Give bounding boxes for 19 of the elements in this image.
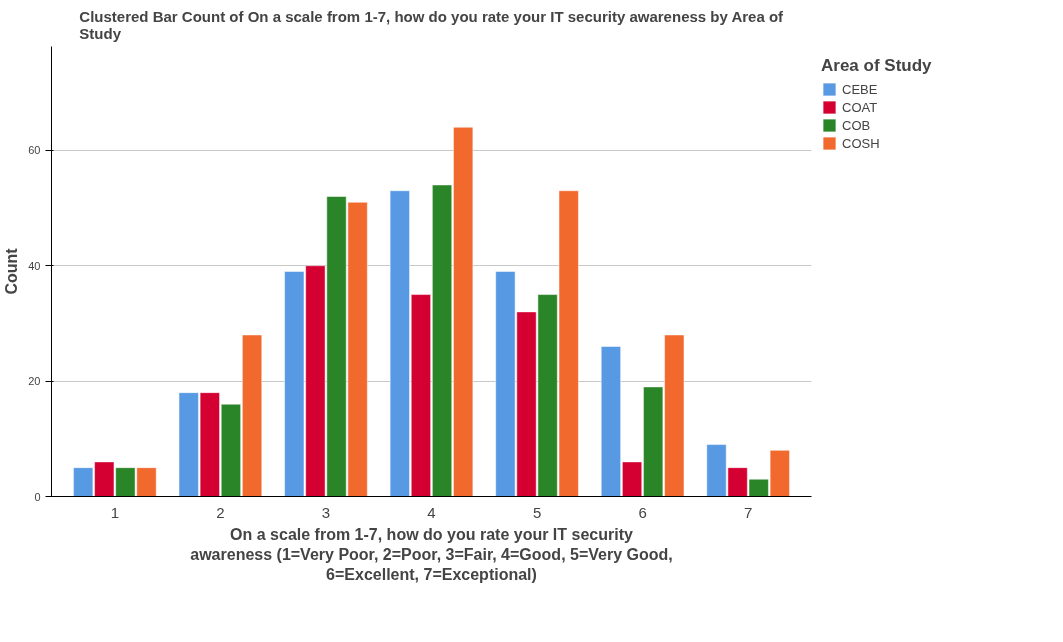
- x-tick-label: 7: [744, 503, 753, 521]
- legend-label: COAT: [842, 99, 878, 115]
- y-tick-label: 40: [28, 259, 41, 272]
- legend-title: Area of Study: [821, 56, 932, 76]
- x-tick-label: 1: [110, 503, 120, 521]
- x-axis-title: On a scale from 1-7, how do you rate your IT security awareness (1=Very Poor, 2=Poor, 3=Fair, 4=Good, 5=Very Good, 6=Excellent, 7=Exceptional): [190, 525, 673, 584]
- chart-title: Clustered Bar Count of On a scale from 1-7, how do you rate your IT security awareness by Area of Study: [79, 7, 785, 42]
- x-tick-label: 3: [321, 503, 331, 521]
- x-tick-label: 6: [638, 503, 647, 521]
- y-tick-label: 0: [34, 490, 41, 503]
- legend-label: CEBE: [842, 81, 878, 97]
- y-axis-title: Count: [3, 247, 21, 295]
- y-tick-label: 60: [28, 144, 41, 157]
- legend-label: COB: [842, 117, 871, 133]
- x-tick-label: 5: [532, 503, 542, 521]
- y-tick-label: 20: [28, 375, 41, 388]
- x-tick-label: 4: [427, 503, 436, 521]
- x-tick-label: 2: [216, 503, 225, 521]
- legend-label: COSH: [842, 135, 880, 151]
